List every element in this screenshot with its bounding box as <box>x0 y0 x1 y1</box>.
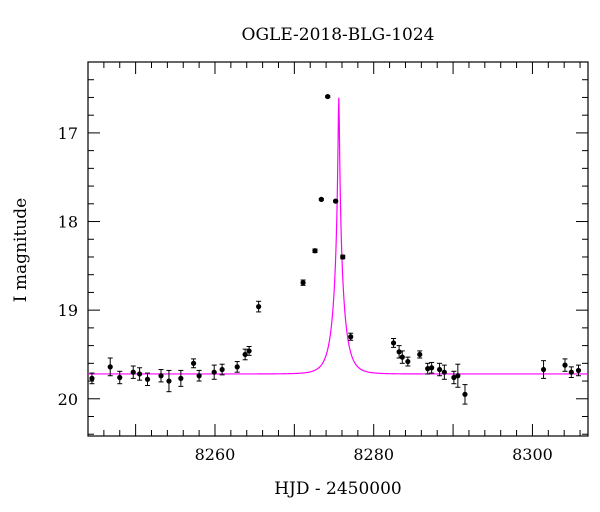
data-point <box>234 361 240 373</box>
data-point <box>178 369 184 387</box>
data-point <box>429 361 435 374</box>
data-point <box>417 350 423 359</box>
data-point <box>575 364 582 377</box>
data-point <box>136 367 143 381</box>
data-point <box>117 370 123 385</box>
point-marker <box>312 248 318 254</box>
data-point <box>451 370 457 385</box>
point-marker <box>211 369 217 375</box>
plot-area: 8260 8280 8300 17 18 19 20 <box>58 61 589 464</box>
data-point <box>190 358 197 369</box>
point-marker <box>340 254 346 260</box>
data-point <box>425 362 431 375</box>
data-point <box>219 363 225 376</box>
data-point <box>312 248 318 254</box>
plot-frame <box>87 61 589 437</box>
data-point <box>405 356 411 367</box>
data-point <box>242 348 248 361</box>
point-marker <box>451 374 457 381</box>
model-curve <box>88 97 588 375</box>
point-marker <box>246 348 252 354</box>
point-marker <box>256 304 262 310</box>
x-tick-label: 8300 <box>512 445 553 464</box>
point-marker <box>441 369 447 375</box>
point-marker <box>158 373 164 379</box>
data-point <box>340 254 346 260</box>
point-marker <box>117 374 123 381</box>
point-marker <box>425 366 431 372</box>
data-point <box>89 372 95 385</box>
point-marker <box>130 369 136 375</box>
data-point <box>166 369 172 393</box>
data-point <box>455 363 461 388</box>
data-point <box>300 279 306 286</box>
y-tick-label: 19 <box>58 301 78 320</box>
point-marker <box>575 367 582 374</box>
point-marker <box>234 364 240 370</box>
data-point <box>441 364 447 380</box>
point-marker <box>417 351 423 358</box>
data-point <box>144 372 151 386</box>
data-point <box>107 357 113 377</box>
point-marker <box>325 93 331 100</box>
point-marker <box>242 351 248 358</box>
x-tick-label: 8260 <box>195 445 236 464</box>
point-marker <box>568 369 574 375</box>
point-marker <box>178 375 184 381</box>
point-marker <box>107 364 113 370</box>
point-marker <box>196 373 202 379</box>
data-point <box>436 362 443 377</box>
data-point <box>333 198 339 204</box>
data-point <box>568 366 574 379</box>
data-point <box>540 360 547 379</box>
data-point <box>246 345 252 356</box>
point-marker <box>455 373 461 379</box>
point-marker <box>462 391 468 397</box>
data-point <box>399 350 405 364</box>
data-point <box>196 369 202 382</box>
point-marker <box>399 354 405 360</box>
point-marker <box>166 378 172 384</box>
point-marker <box>390 340 397 346</box>
y-tick-label: 17 <box>58 124 78 143</box>
data-point <box>158 369 164 383</box>
point-marker <box>318 196 324 202</box>
point-marker <box>136 371 143 377</box>
data-point <box>130 365 136 379</box>
point-marker <box>333 198 339 204</box>
data-point <box>211 364 217 380</box>
data-point <box>318 196 324 202</box>
data-point <box>562 358 568 372</box>
point-marker <box>436 366 443 373</box>
point-marker <box>540 366 547 373</box>
chart-title: OGLE-2018-BLG-1024 <box>242 25 435 45</box>
data-point <box>462 384 468 405</box>
point-marker <box>348 334 354 340</box>
point-marker <box>190 360 197 366</box>
point-marker <box>429 365 435 371</box>
point-marker <box>144 376 151 382</box>
point-marker <box>219 366 225 373</box>
y-tick-label: 20 <box>58 390 78 409</box>
point-marker <box>300 280 306 286</box>
point-marker <box>405 358 411 365</box>
x-tick-label: 8280 <box>353 445 394 464</box>
data-point <box>390 338 397 348</box>
y-axis-label: I magnitude <box>11 198 31 302</box>
data-point <box>256 300 262 313</box>
point-marker <box>562 362 568 368</box>
data-point <box>348 332 354 341</box>
x-axis-label: HJD - 2450000 <box>274 479 402 499</box>
data-point <box>325 93 331 100</box>
point-marker <box>396 349 402 355</box>
point-marker <box>89 375 95 381</box>
y-tick-label: 18 <box>58 213 78 232</box>
